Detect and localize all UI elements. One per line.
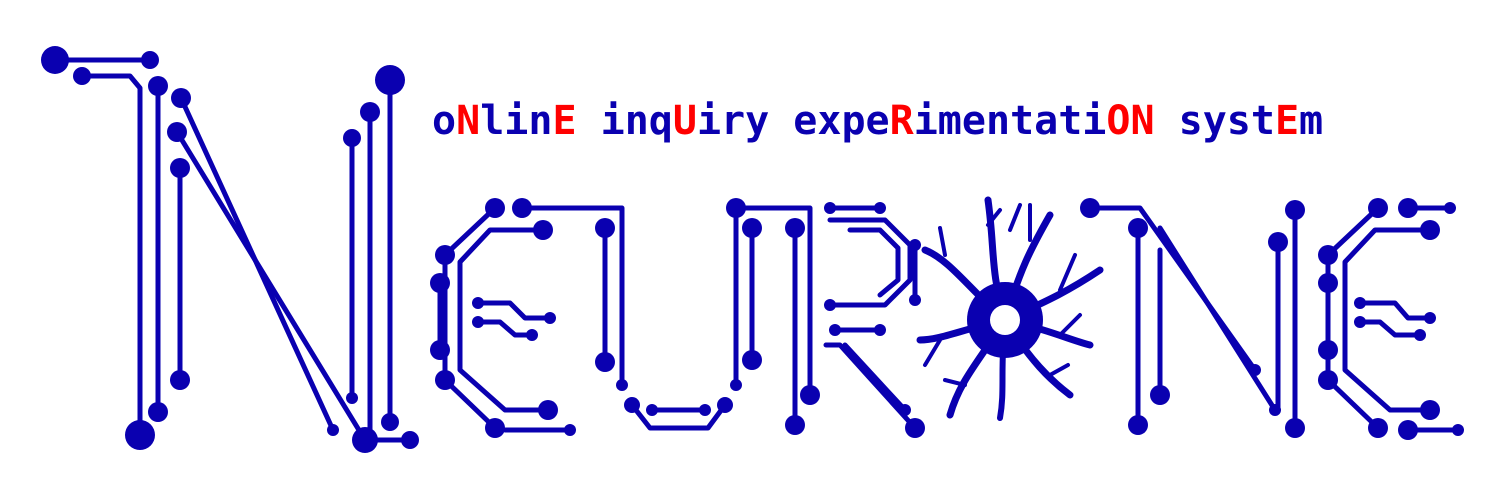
neuron-icon	[916, 196, 1104, 421]
tagline-highlight: U	[672, 98, 697, 144]
letter-e-2	[1325, 205, 1461, 433]
tagline-highlight: E	[1274, 98, 1300, 144]
tagline-highlight: ON	[1106, 98, 1155, 144]
tagline: oNlinE inqUiry expeRimentatiON systEm	[432, 101, 1323, 141]
letter-n-large	[52, 57, 413, 443]
letter-u	[597, 205, 755, 431]
tagline-text: iry expe	[696, 98, 890, 144]
tagline-text: m	[1299, 98, 1324, 144]
tagline-highlight: E	[552, 98, 577, 144]
tagline-text: imentati	[913, 98, 1107, 144]
tagline-text: o	[432, 98, 457, 144]
letter-n-small	[1087, 205, 1298, 431]
tagline-text: syst	[1154, 98, 1275, 144]
tagline-text: lin	[480, 98, 553, 144]
tagline-highlight: N	[456, 98, 481, 144]
letter-e-1	[437, 205, 603, 433]
tagline-highlight: R	[889, 98, 914, 144]
circuit-nodes	[41, 46, 1464, 453]
tagline-text: inq	[576, 98, 673, 144]
letter-r	[735, 205, 918, 431]
